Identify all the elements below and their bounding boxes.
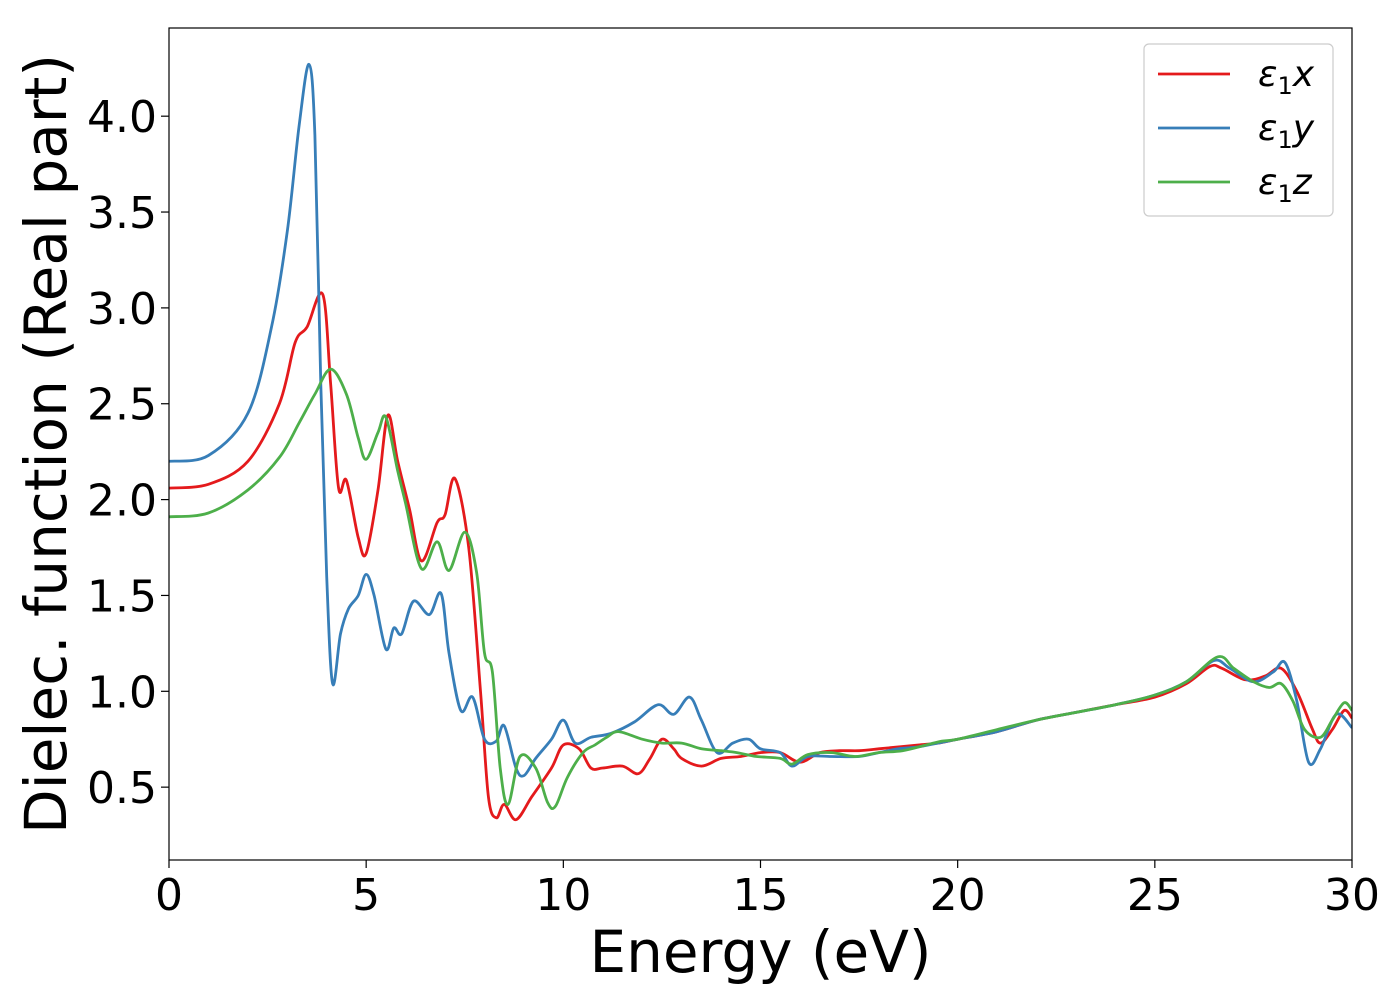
y-axis-ticks: 0.5 1.0 1.5 2.0 2.5 3.0 3.5 4.0 [87, 92, 169, 814]
x-axis-ticks: 0 5 10 15 20 25 30 [155, 860, 1380, 921]
series-line-x [169, 291, 1352, 822]
legend-box [1143, 43, 1334, 217]
x-tick-label: 30 [1324, 870, 1380, 921]
y-tick-label: 3.5 [87, 188, 157, 239]
y-tick-label: 4.0 [87, 92, 157, 143]
y-tick-label: 0.5 [87, 763, 157, 814]
x-tick-label: 10 [535, 870, 591, 921]
y-tick-label: 1.0 [87, 667, 157, 718]
legend-label-z: ε1z [1258, 162, 1313, 208]
x-tick-label: 25 [1127, 870, 1183, 921]
y-tick-label: 2.0 [87, 476, 157, 527]
x-tick-label: 0 [155, 870, 183, 921]
x-tick-label: 20 [930, 870, 986, 921]
series-line-z [169, 367, 1352, 810]
legend-label-x: ε1x [1258, 54, 1315, 100]
x-tick-label: 5 [352, 870, 380, 921]
x-tick-label: 15 [733, 870, 789, 921]
series-layer [169, 62, 1352, 822]
y-tick-label: 3.0 [87, 284, 157, 335]
legend-label-y: ε1y [1258, 108, 1315, 154]
y-axis-label: Dielec. function (Real part) [12, 54, 80, 834]
y-tick-label: 2.5 [87, 380, 157, 431]
x-axis-label: Energy (eV) [589, 918, 931, 986]
y-tick-label: 1.5 [87, 571, 157, 622]
legend: ε1x ε1y ε1z [1143, 43, 1334, 217]
